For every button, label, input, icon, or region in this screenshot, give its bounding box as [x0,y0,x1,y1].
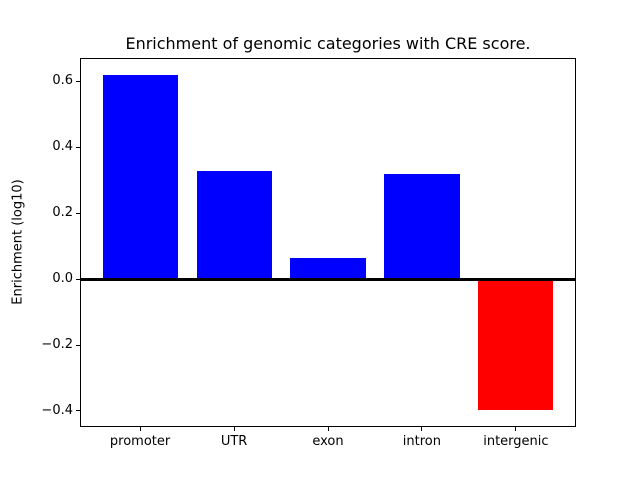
x-tick-label-UTR: UTR [220,434,248,449]
y-tick-label: −0.2 [41,337,73,352]
y-tick-label: −0.4 [41,402,73,418]
bar-exon [290,258,366,280]
bar-intron [384,174,460,280]
y-tick-mark [76,212,80,214]
x-tick-label-promoter: promoter [109,434,171,449]
x-tick-label-intron: intron [402,434,441,449]
x-tick-mark [421,427,423,431]
y-tick-label: 0.4 [52,139,73,155]
y-tick-mark [76,410,80,412]
plot-area [80,58,576,427]
y-tick-label: 0.6 [52,73,73,89]
x-tick-mark [515,427,517,431]
y-tick-label: 0.0 [52,271,73,287]
x-tick-mark [139,427,141,431]
y-tick-mark [76,80,80,82]
bar-promoter [102,74,178,280]
x-tick-mark [233,427,235,431]
chart-title: Enrichment of genomic categories with CR… [125,34,531,53]
y-tick-mark [76,278,80,280]
bar-UTR [196,170,272,280]
y-tick-label: 0.2 [52,205,73,221]
y-tick-mark [76,344,80,346]
y-tick-mark [76,146,80,148]
zero-line [80,277,576,281]
bar-intergenic [478,279,554,410]
x-tick-label-intergenic: intergenic [483,434,549,449]
x-tick-label-exon: exon [312,434,344,449]
x-tick-mark [327,427,329,431]
